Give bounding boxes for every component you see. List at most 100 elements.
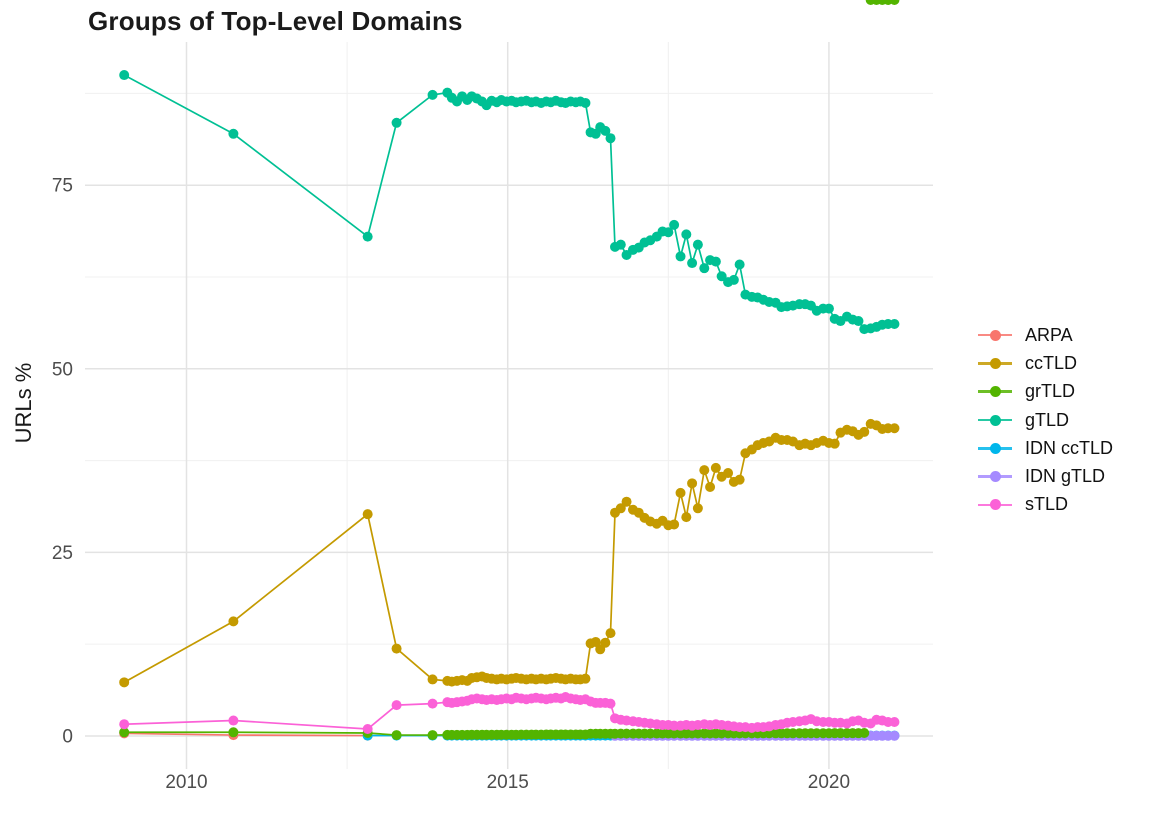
series-gtld-point	[728, 274, 739, 285]
series-gtld-point	[681, 229, 692, 240]
series-cctld-point	[605, 628, 616, 639]
series-gtld-point	[600, 125, 611, 136]
legend-key-dot	[989, 471, 1001, 483]
legend-label: gTLD	[1025, 409, 1070, 430]
series-cctld-point	[692, 503, 703, 514]
series-cctld-point	[734, 474, 745, 485]
y-tick-label: 0	[62, 726, 73, 747]
legend-key-dot	[989, 414, 1001, 426]
series-cctld-point	[615, 503, 626, 514]
legend-marker-icon	[978, 329, 1012, 341]
series-gtld-point	[362, 231, 373, 242]
legend-label: grTLD	[1025, 381, 1076, 402]
series-cctld-point	[675, 487, 686, 498]
series-gtld-point	[710, 256, 721, 267]
series-cctld-point	[829, 438, 840, 449]
series-gtld-point	[889, 318, 900, 329]
series-grtld-point	[427, 730, 438, 741]
series-gtld-point	[580, 97, 591, 108]
series-gtld-point	[823, 303, 834, 314]
series-gtld-point	[427, 89, 438, 100]
series-gtld-point	[615, 239, 626, 250]
legend-marker-icon	[978, 357, 1012, 369]
y-tick-label: 75	[52, 176, 73, 197]
series-cctld-point	[362, 509, 373, 520]
legend-item-stld: sTLD	[978, 491, 1113, 519]
legend-key-dot	[989, 442, 1001, 454]
series-cctld-point	[699, 465, 710, 476]
legend-item-gtld: gTLD	[978, 406, 1113, 434]
legend-key-dot	[989, 499, 1001, 511]
series-cctld-point	[705, 482, 716, 493]
x-tick-label: 2010	[165, 772, 207, 793]
series-stld-point	[605, 698, 616, 709]
series-cctld-point	[580, 673, 591, 684]
series-cctld-point	[228, 616, 239, 627]
legend-marker-icon	[978, 442, 1012, 454]
series-stld-point	[119, 719, 130, 730]
series-gtld-point	[669, 219, 680, 230]
x-tick-label: 2015	[487, 772, 529, 793]
legend-key-dot	[989, 329, 1001, 341]
series-grtld-point	[859, 728, 870, 739]
series-gtld-point	[692, 239, 703, 250]
series-grtld-point	[119, 727, 130, 738]
legend-key-dot	[989, 357, 1001, 369]
series-cctld-point	[391, 643, 402, 654]
legend-label: IDN gTLD	[1025, 466, 1106, 487]
legend-marker-icon	[978, 386, 1012, 398]
legend-label: ccTLD	[1025, 352, 1078, 373]
y-tick-label: 25	[52, 543, 73, 564]
series-cctld-point	[723, 468, 734, 479]
series-idn-gtld-point	[889, 730, 900, 741]
series-gtld-point	[853, 316, 864, 327]
series-cctld-point	[669, 519, 680, 530]
legend: ARPA ccTLD grTLD gTLD IDN ccTLD IDN gTLD sTLD	[978, 321, 1113, 519]
series-gtld-point	[228, 128, 239, 139]
legend-item-grtld: grTLD	[978, 378, 1113, 406]
series-gtld-point	[699, 263, 710, 274]
series-gtld-point	[391, 117, 402, 128]
series-cctld-point	[119, 677, 130, 688]
series-stld-point	[391, 700, 402, 711]
series-gtld-point	[716, 271, 727, 282]
y-axis-title: URLs %	[11, 362, 36, 444]
series-gtld-point	[605, 133, 616, 144]
series-gtld-point	[734, 259, 745, 270]
series-stld-point	[228, 715, 239, 726]
legend-marker-icon	[978, 499, 1012, 511]
series-cctld-point	[681, 512, 692, 523]
x-tick-label: 2020	[808, 772, 850, 793]
series-cctld-point	[859, 426, 870, 437]
series-cctld-point	[427, 674, 438, 685]
series-gtld-point	[687, 258, 698, 269]
series-grtld-point	[228, 727, 239, 738]
legend-label: IDN ccTLD	[1025, 437, 1114, 458]
series-grtld-point	[889, 0, 900, 5]
legend-item-cctld: ccTLD	[978, 349, 1113, 377]
legend-marker-icon	[978, 471, 1012, 483]
series-cctld-point	[889, 423, 900, 434]
series-stld-point	[889, 717, 900, 728]
legend-item-arpa: ARPA	[978, 321, 1113, 349]
series-gtld-point	[663, 227, 674, 238]
series-gtld-point	[119, 70, 130, 81]
series-grtld-point	[391, 730, 402, 741]
legend-item-idn-cctld: IDN ccTLD	[978, 434, 1113, 462]
series-cctld-point	[600, 637, 611, 648]
legend-key-dot	[989, 386, 1001, 398]
series-gtld-point	[675, 251, 686, 262]
legend-label: sTLD	[1025, 494, 1069, 515]
series-stld-point	[362, 723, 373, 734]
series-cctld-point	[590, 636, 601, 647]
series-cctld-point	[710, 462, 721, 473]
series-cctld-point	[621, 496, 632, 507]
series-gtld-line	[123, 74, 895, 331]
series-stld-point	[427, 698, 438, 709]
series-cctld-point	[687, 478, 698, 489]
legend-label: ARPA	[1025, 324, 1073, 345]
chart-title: Groups of Top-Level Domains	[88, 6, 463, 36]
y-tick-label: 50	[52, 359, 73, 380]
